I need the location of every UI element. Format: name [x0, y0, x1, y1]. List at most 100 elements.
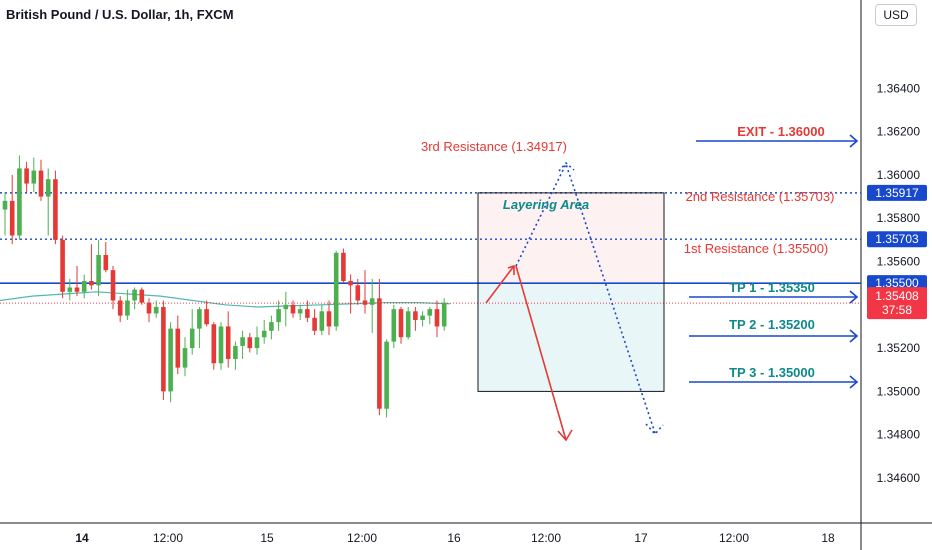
candle-body: [31, 170, 37, 184]
tp2-label: TP 2 - 1.35200: [729, 317, 815, 332]
price-tick-label: 1.36200: [877, 125, 921, 139]
candle-body: [17, 168, 22, 236]
exit-label: EXIT - 1.36000: [737, 124, 824, 139]
candle-body: [132, 289, 137, 301]
layering-area-label: Layering Area: [503, 197, 589, 212]
resistance-1-label: 1st Resistance (1.35500): [684, 241, 829, 256]
target-zone: [478, 283, 664, 392]
current-price-text: 1.35408: [875, 289, 919, 303]
candle-body: [405, 311, 411, 338]
time-tick-label: 12:00: [719, 531, 749, 545]
candle-body: [247, 337, 253, 349]
price-badge-second: [867, 231, 927, 248]
candle-body: [283, 304, 289, 310]
time-tick-label: 12:00: [531, 531, 561, 545]
candle-body: [305, 309, 310, 318]
candle-body: [67, 287, 73, 292]
tp1-arrow-head: [849, 290, 859, 304]
candle-body: [9, 200, 15, 236]
candle-body: [233, 345, 238, 359]
candle-body: [312, 317, 317, 331]
candle-body: [211, 324, 217, 364]
candle-body: [333, 252, 339, 327]
current-price-badge: [867, 287, 927, 320]
candle-body: [168, 328, 173, 392]
price-tick-label: 1.35600: [877, 255, 921, 269]
candle-body: [2, 200, 8, 210]
candle-body: [53, 179, 58, 240]
price-badge-text: 1.35500: [875, 276, 919, 290]
candle-body: [24, 168, 29, 184]
candle-body: [139, 289, 145, 303]
time-tick-label: 15: [260, 531, 274, 545]
price-tick-label: 1.35800: [877, 211, 921, 225]
candle-body: [182, 348, 188, 368]
time-tick-label: 12:00: [347, 531, 377, 545]
candle-body: [297, 309, 303, 314]
time-tick-label: 16: [447, 531, 461, 545]
candle-body: [420, 315, 425, 320]
tp3-arrow-head: [849, 375, 859, 389]
candle-body: [341, 252, 346, 281]
exit-arrow-head: [849, 134, 859, 148]
red-arrow-down-head: [557, 429, 573, 442]
candle-body: [110, 270, 116, 301]
candle-body: [434, 309, 440, 327]
resistance-3-label: 3rd Resistance (1.34917): [421, 139, 567, 154]
candle-body: [89, 280, 94, 286]
candle-body: [96, 255, 101, 286]
candle-body: [377, 298, 382, 409]
price-tick-label: 1.35200: [877, 341, 921, 355]
candle-body: [269, 322, 274, 331]
candle-body: [45, 179, 51, 197]
candle-body: [240, 337, 245, 346]
candle-body: [125, 300, 130, 316]
candle-body: [60, 239, 65, 292]
time-tick-label: 14: [75, 531, 89, 545]
red-arrow-up: [485, 265, 515, 304]
candle-body: [146, 302, 152, 314]
candle-body: [261, 330, 267, 338]
tp2-arrow-head: [849, 329, 859, 343]
candle-body: [319, 311, 325, 331]
price-tick-label: 1.34800: [877, 428, 921, 442]
candle-body: [441, 302, 447, 327]
countdown-text: 37:58: [882, 303, 912, 317]
candle-body: [413, 311, 418, 320]
time-tick-label: 12:00: [153, 531, 183, 545]
price-tick-label: 1.36000: [877, 168, 921, 182]
price-tick-label: 1.34600: [877, 471, 921, 485]
red-arrow-up-head: [507, 264, 515, 275]
price-badge-exit: [867, 184, 927, 201]
candle-body: [117, 300, 123, 316]
candle-body: [153, 306, 159, 314]
candle-body: [391, 309, 397, 342]
blue-projection-head-up: [558, 161, 575, 172]
resistance-2-label: 2nd Resistance (1.35703): [686, 189, 835, 204]
price-badge-text: 1.35917: [875, 186, 919, 200]
candle-body: [290, 304, 296, 314]
candle-body: [218, 326, 224, 364]
chart-title: British Pound / U.S. Dollar, 1h, FXCM: [6, 7, 234, 22]
candle-body: [326, 311, 332, 327]
time-tick-label: 17: [634, 531, 648, 545]
currency-button[interactable]: USD: [875, 4, 917, 26]
candle-body: [225, 326, 231, 359]
candle-body: [81, 280, 87, 292]
candle-body: [276, 309, 281, 323]
candle-body: [74, 287, 80, 292]
price-badge-text: 1.35703: [875, 232, 919, 246]
candle-body: [384, 341, 389, 409]
moving-average-line: [0, 291, 451, 308]
candle-body: [175, 328, 181, 368]
candle-body: [362, 300, 368, 305]
candle-body: [103, 255, 109, 271]
tp1-label: TP 1 - 1.35350: [729, 280, 815, 295]
candle-body: [38, 170, 44, 197]
candle-body: [369, 298, 375, 305]
candle-body: [254, 337, 260, 349]
time-tick-label: 18: [821, 531, 835, 545]
price-tick-label: 1.35000: [877, 384, 921, 398]
zone-border: [477, 192, 665, 392]
